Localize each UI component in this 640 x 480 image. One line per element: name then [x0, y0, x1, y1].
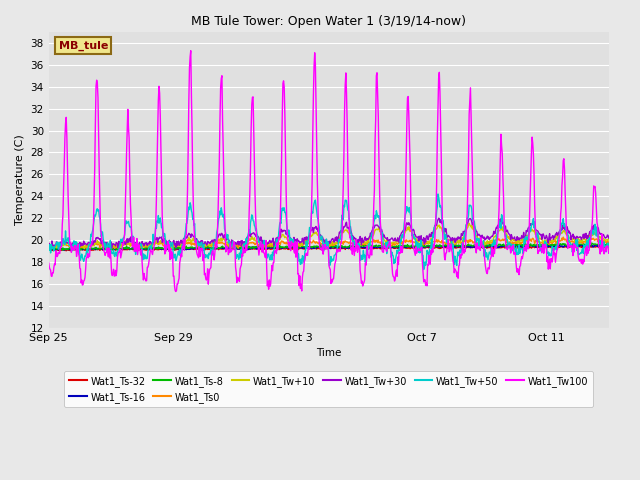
Wat1_Tw100 [280, 78, 287, 84]
Wat1_Tw+50 [434, 191, 442, 197]
Wat1_Tw+10 [168, 246, 176, 252]
Wat1_Tw100 [45, 260, 52, 265]
Wat1_Ts-16 [512, 241, 520, 247]
Wat1_Tw+30 [47, 247, 54, 252]
Wat1_Tw+10 [279, 232, 287, 238]
Wat1_Tw+30 [279, 228, 287, 233]
Wat1_Ts-32 [65, 248, 73, 253]
Legend: Wat1_Ts-32, Wat1_Ts-16, Wat1_Ts-8, Wat1_Ts0, Wat1_Tw+10, Wat1_Tw+30, Wat1_Tw+50,: Wat1_Ts-32, Wat1_Ts-16, Wat1_Ts-8, Wat1_… [64, 371, 593, 408]
Wat1_Tw+10 [45, 244, 52, 250]
Wat1_Ts-16 [249, 245, 257, 251]
Line: Wat1_Ts-32: Wat1_Ts-32 [49, 246, 609, 251]
Y-axis label: Temperature (C): Temperature (C) [15, 134, 25, 225]
Wat1_Ts-16 [47, 248, 55, 253]
Wat1_Ts0 [249, 240, 257, 246]
Wat1_Tw+50 [45, 242, 52, 248]
Wat1_Tw+50 [362, 255, 370, 261]
Wat1_Tw+50 [278, 205, 286, 211]
Wat1_Ts-8 [363, 244, 371, 250]
Wat1_Ts0 [177, 243, 185, 249]
Wat1_Ts-8 [249, 244, 257, 250]
Wat1_Ts-8 [588, 240, 596, 246]
Wat1_Ts-32 [363, 245, 371, 251]
Line: Wat1_Ts-8: Wat1_Ts-8 [49, 243, 609, 251]
Wat1_Tw+30 [45, 243, 52, 249]
Wat1_Ts0 [498, 238, 506, 243]
Wat1_Tw+30 [177, 237, 185, 243]
Line: Wat1_Tw100: Wat1_Tw100 [49, 51, 609, 291]
Wat1_Tw+30 [499, 220, 506, 226]
Wat1_Tw+10 [465, 220, 473, 226]
Wat1_Ts-16 [279, 245, 287, 251]
Wat1_Tw100 [364, 243, 371, 249]
Wat1_Ts-16 [45, 246, 52, 252]
Wat1_Tw+50 [65, 241, 72, 247]
Wat1_Tw+10 [605, 236, 612, 242]
Wat1_Tw+30 [605, 235, 612, 241]
Wat1_Tw100 [499, 151, 506, 156]
Wat1_Ts-16 [65, 246, 73, 252]
Wat1_Ts-32 [177, 246, 185, 252]
Wat1_Tw+50 [499, 214, 506, 219]
Wat1_Tw+50 [420, 266, 428, 272]
Wat1_Tw+30 [363, 236, 371, 242]
Text: MB_tule: MB_tule [59, 41, 108, 51]
Wat1_Ts0 [559, 234, 567, 240]
Wat1_Tw+10 [177, 242, 185, 248]
Wat1_Ts-32 [279, 245, 287, 251]
Wat1_Ts-8 [279, 244, 287, 250]
Wat1_Ts-16 [605, 243, 612, 249]
Wat1_Ts-32 [603, 243, 611, 249]
Wat1_Ts-8 [177, 245, 185, 251]
Wat1_Ts-16 [363, 244, 371, 250]
Wat1_Tw+10 [65, 241, 72, 247]
Wat1_Ts-8 [50, 248, 58, 253]
Wat1_Tw+10 [363, 240, 371, 246]
Wat1_Tw100 [605, 251, 612, 256]
Line: Wat1_Tw+10: Wat1_Tw+10 [49, 223, 609, 249]
Wat1_Ts-16 [498, 244, 506, 250]
Wat1_Ts0 [279, 239, 287, 244]
Wat1_Tw+10 [499, 228, 506, 233]
Wat1_Ts0 [605, 240, 612, 246]
X-axis label: Time: Time [316, 348, 341, 358]
Wat1_Ts-32 [249, 246, 257, 252]
Wat1_Tw100 [65, 215, 72, 220]
Title: MB Tule Tower: Open Water 1 (3/19/14-now): MB Tule Tower: Open Water 1 (3/19/14-now… [191, 15, 466, 28]
Wat1_Ts-8 [605, 241, 612, 247]
Wat1_Tw+10 [249, 236, 257, 241]
Wat1_Ts-32 [605, 243, 612, 249]
Wat1_Tw100 [172, 288, 180, 294]
Wat1_Ts-32 [62, 248, 70, 254]
Wat1_Tw+50 [177, 252, 184, 258]
Line: Wat1_Tw+50: Wat1_Tw+50 [49, 194, 609, 269]
Line: Wat1_Ts-16: Wat1_Ts-16 [49, 244, 609, 251]
Wat1_Tw+30 [65, 239, 73, 245]
Wat1_Ts0 [45, 246, 52, 252]
Wat1_Ts-32 [498, 244, 506, 250]
Wat1_Ts-8 [65, 245, 73, 251]
Wat1_Tw+50 [605, 245, 612, 251]
Wat1_Ts0 [65, 243, 73, 249]
Wat1_Tw100 [187, 48, 195, 54]
Wat1_Tw100 [250, 124, 257, 130]
Wat1_Ts-8 [45, 246, 52, 252]
Wat1_Ts0 [363, 240, 371, 246]
Wat1_Ts-32 [45, 246, 52, 252]
Wat1_Tw+30 [249, 230, 257, 236]
Wat1_Ts0 [46, 247, 54, 252]
Wat1_Ts-8 [498, 242, 506, 248]
Line: Wat1_Tw+30: Wat1_Tw+30 [49, 218, 609, 250]
Wat1_Tw+30 [435, 216, 442, 221]
Line: Wat1_Ts0: Wat1_Ts0 [49, 237, 609, 250]
Wat1_Tw100 [177, 251, 185, 257]
Wat1_Tw+50 [248, 213, 256, 218]
Wat1_Ts-16 [177, 245, 185, 251]
